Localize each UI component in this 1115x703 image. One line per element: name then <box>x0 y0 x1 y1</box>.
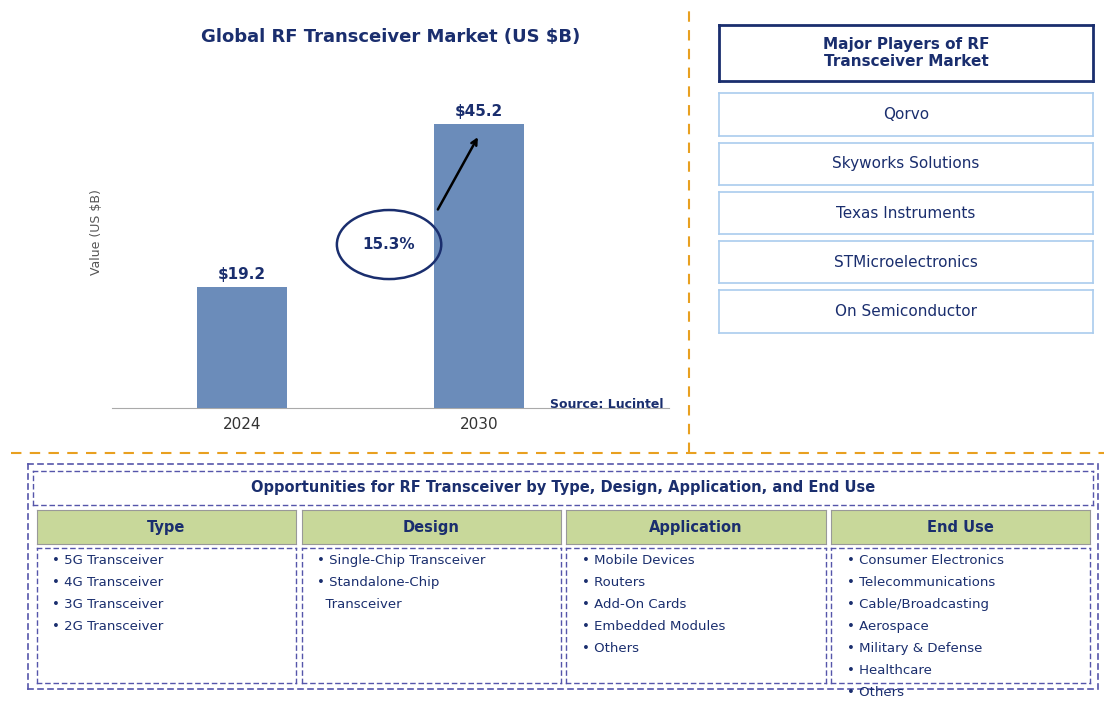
Text: Application: Application <box>649 520 743 535</box>
Text: Type: Type <box>147 520 185 535</box>
Text: Qorvo: Qorvo <box>883 107 929 122</box>
Text: 15.3%: 15.3% <box>362 237 416 252</box>
Text: On Semiconductor: On Semiconductor <box>835 304 977 319</box>
Text: Texas Instruments: Texas Instruments <box>836 205 976 221</box>
Text: • 5G Transceiver
• 4G Transceiver
• 3G Transceiver
• 2G Transceiver: • 5G Transceiver • 4G Transceiver • 3G T… <box>52 555 164 633</box>
Text: • Single-Chip Transceiver
• Standalone-Chip
  Transceiver: • Single-Chip Transceiver • Standalone-C… <box>317 555 485 612</box>
Text: Skyworks Solutions: Skyworks Solutions <box>832 156 980 172</box>
Text: • Consumer Electronics
• Telecommunications
• Cable/Broadcasting
• Aerospace
• M: • Consumer Electronics • Telecommunicati… <box>846 555 1004 699</box>
Text: End Use: End Use <box>928 520 995 535</box>
Text: STMicroelectronics: STMicroelectronics <box>834 254 978 270</box>
Text: • Mobile Devices
• Routers
• Add-On Cards
• Embedded Modules
• Others: • Mobile Devices • Routers • Add-On Card… <box>582 555 726 655</box>
Text: Major Players of RF
Transceiver Market: Major Players of RF Transceiver Market <box>823 37 989 69</box>
Text: $19.2: $19.2 <box>217 267 266 282</box>
Title: Global RF Transceiver Market (US $B): Global RF Transceiver Market (US $B) <box>201 28 580 46</box>
Y-axis label: Value (US $B): Value (US $B) <box>90 189 104 275</box>
Text: Opportunities for RF Transceiver by Type, Design, Application, and End Use: Opportunities for RF Transceiver by Type… <box>251 480 875 496</box>
Text: Source: Lucintel: Source: Lucintel <box>550 399 663 411</box>
Text: $45.2: $45.2 <box>455 104 503 119</box>
Text: Design: Design <box>403 520 459 535</box>
Bar <box>434 124 524 408</box>
Bar <box>197 288 287 408</box>
